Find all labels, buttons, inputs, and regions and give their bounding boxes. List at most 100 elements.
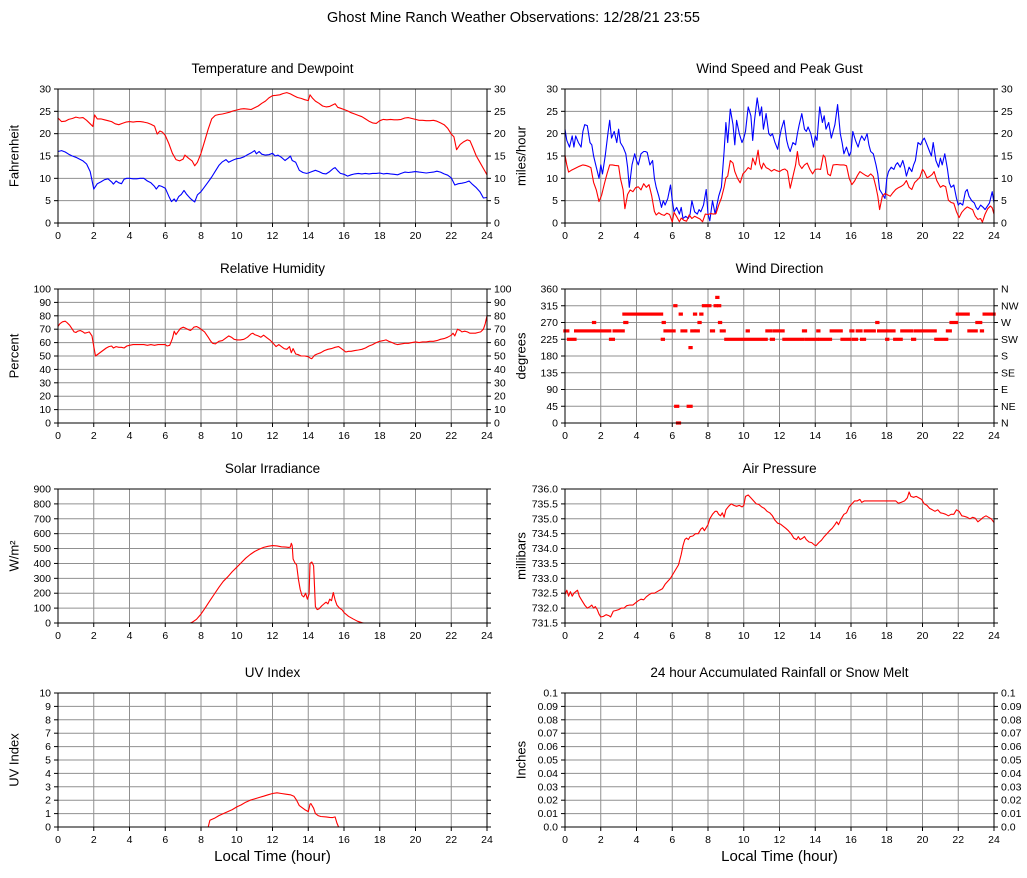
svg-text:60: 60 [494, 337, 506, 349]
svg-text:S: S [1001, 351, 1008, 363]
svg-text:0: 0 [552, 418, 558, 430]
svg-text:18: 18 [374, 430, 386, 442]
svg-text:900: 900 [33, 484, 51, 496]
svg-text:25: 25 [39, 106, 51, 118]
svg-text:8: 8 [198, 430, 204, 442]
svg-text:315: 315 [540, 300, 558, 312]
svg-text:2: 2 [45, 795, 51, 807]
svg-text:2: 2 [598, 430, 604, 442]
chart-air-pressure: Air Pressure millibars 0 2 4 6 8 10 12 14 16 18 20… [507, 455, 1027, 645]
svg-text:10: 10 [39, 173, 51, 185]
svg-text:22: 22 [445, 430, 457, 442]
chart-uv-index: UV Index UV Index 0 2 4 6 8 10 12 14 16 18 20 22 24 0… [0, 659, 520, 878]
svg-text:0: 0 [45, 822, 51, 834]
svg-text:8: 8 [705, 630, 711, 642]
svg-text:14: 14 [302, 630, 314, 642]
svg-text:SW: SW [1001, 334, 1018, 346]
svg-text:360: 360 [540, 284, 558, 296]
svg-text:22: 22 [445, 630, 457, 642]
svg-text:NW: NW [1001, 300, 1019, 312]
svg-text:0.05: 0.05 [1001, 755, 1022, 767]
svg-text:2: 2 [91, 834, 97, 846]
svg-text:50: 50 [494, 351, 506, 363]
svg-text:25: 25 [1001, 106, 1013, 118]
svg-text:16: 16 [338, 230, 350, 242]
svg-text:5: 5 [494, 195, 500, 207]
svg-text:1: 1 [45, 808, 51, 820]
svg-text:735.0: 735.0 [532, 513, 558, 525]
svg-text:0: 0 [55, 230, 61, 242]
svg-text:0.04: 0.04 [1001, 768, 1022, 780]
svg-text:4: 4 [45, 768, 51, 780]
svg-text:734.0: 734.0 [532, 543, 558, 555]
chart-solar-irradiance: Solar Irradiance W/m² 0 2 4 6 8 10 12 14 16 18 20 2… [0, 455, 520, 645]
svg-text:18: 18 [881, 430, 893, 442]
svg-text:16: 16 [845, 230, 857, 242]
svg-text:20: 20 [39, 128, 51, 140]
svg-text:6: 6 [45, 741, 51, 753]
svg-text:16: 16 [338, 430, 350, 442]
svg-text:14: 14 [809, 834, 821, 846]
chart-title: 24 hour Accumulated Rainfall or Snow Mel… [650, 665, 909, 680]
svg-text:736.0: 736.0 [532, 484, 558, 496]
svg-text:20: 20 [917, 834, 929, 846]
svg-text:0: 0 [494, 218, 500, 230]
svg-text:6: 6 [162, 630, 168, 642]
svg-text:10: 10 [738, 430, 750, 442]
svg-text:22: 22 [445, 230, 457, 242]
svg-text:24: 24 [988, 430, 1000, 442]
svg-text:6: 6 [669, 630, 675, 642]
svg-text:200: 200 [33, 588, 51, 600]
svg-text:9: 9 [45, 701, 51, 713]
svg-text:22: 22 [952, 834, 964, 846]
svg-text:12: 12 [774, 430, 786, 442]
svg-text:4: 4 [634, 230, 640, 242]
svg-text:10: 10 [39, 688, 51, 700]
svg-text:2: 2 [598, 834, 604, 846]
svg-text:22: 22 [952, 630, 964, 642]
svg-text:90: 90 [494, 297, 506, 309]
svg-text:12: 12 [267, 430, 279, 442]
svg-text:0.01: 0.01 [1001, 808, 1022, 820]
svg-text:10: 10 [231, 630, 243, 642]
svg-text:20: 20 [410, 630, 422, 642]
svg-text:90: 90 [39, 297, 51, 309]
svg-text:6: 6 [162, 834, 168, 846]
svg-text:N: N [1001, 284, 1009, 296]
page-title: Ghost Mine Ranch Weather Observations: 1… [327, 10, 700, 26]
svg-text:735.5: 735.5 [532, 498, 558, 510]
svg-text:0.0: 0.0 [543, 822, 558, 834]
svg-text:18: 18 [374, 834, 386, 846]
svg-text:40: 40 [494, 364, 506, 376]
svg-text:10: 10 [738, 230, 750, 242]
svg-text:5: 5 [45, 195, 51, 207]
svg-text:20: 20 [494, 391, 506, 403]
chart-title: UV Index [244, 665, 301, 680]
svg-text:0: 0 [55, 834, 61, 846]
svg-text:20: 20 [410, 230, 422, 242]
svg-text:15: 15 [546, 151, 558, 163]
svg-text:18: 18 [881, 230, 893, 242]
svg-text:300: 300 [33, 573, 51, 585]
svg-text:30: 30 [39, 84, 51, 96]
svg-text:5: 5 [552, 195, 558, 207]
svg-text:24: 24 [988, 834, 1000, 846]
svg-text:4: 4 [634, 834, 640, 846]
svg-text:0.0: 0.0 [1001, 822, 1016, 834]
svg-text:731.5: 731.5 [532, 618, 558, 630]
svg-text:20: 20 [410, 430, 422, 442]
svg-text:4: 4 [127, 230, 133, 242]
svg-text:0.03: 0.03 [538, 781, 559, 793]
svg-text:20: 20 [546, 128, 558, 140]
chart-title: Wind Speed and Peak Gust [696, 61, 863, 76]
svg-text:0: 0 [552, 218, 558, 230]
svg-text:2: 2 [91, 630, 97, 642]
svg-text:0.09: 0.09 [538, 701, 559, 713]
svg-text:2: 2 [598, 230, 604, 242]
svg-text:0.07: 0.07 [1001, 728, 1022, 740]
svg-text:225: 225 [540, 334, 558, 346]
svg-text:4: 4 [634, 430, 640, 442]
svg-text:733.0: 733.0 [532, 573, 558, 585]
